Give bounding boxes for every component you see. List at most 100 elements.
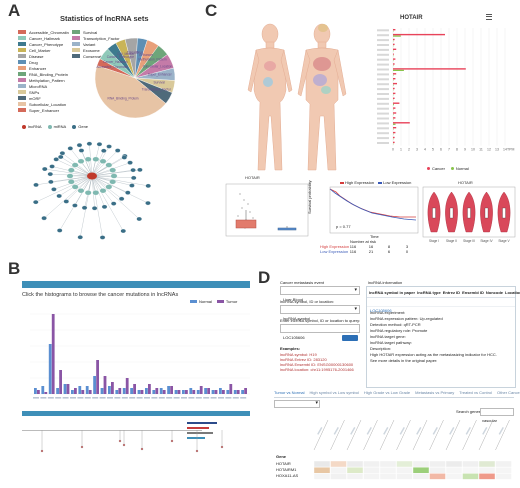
cancer-bar[interactable] (393, 127, 397, 129)
heatmap-cell[interactable] (330, 460, 347, 468)
tumor-bar[interactable] (244, 388, 247, 394)
pie-legend-item[interactable]: RNA_Binding_Protein (18, 71, 69, 77)
gene-node[interactable] (78, 148, 85, 153)
tumor-bar[interactable] (177, 390, 181, 394)
gene-node[interactable] (56, 193, 62, 199)
tumor-bar[interactable] (133, 384, 136, 394)
heatmap-cell[interactable] (445, 460, 463, 468)
gene-node[interactable] (59, 151, 66, 156)
mirna-node[interactable] (66, 173, 74, 179)
gene-node[interactable] (67, 146, 74, 151)
heatmap-cell[interactable] (478, 460, 496, 468)
cancer-bar[interactable] (393, 33, 445, 36)
gene-node[interactable] (121, 155, 128, 160)
tumor-bar[interactable] (236, 390, 240, 394)
cancer-bar[interactable] (393, 87, 395, 90)
gene-node[interactable] (106, 144, 112, 149)
normal-bar[interactable] (115, 390, 119, 394)
pie-legend-item[interactable]: Cell_Marker (18, 47, 69, 53)
gene-node[interactable] (57, 154, 64, 160)
heatmap-cell[interactable] (396, 460, 413, 468)
tumor-bar[interactable] (214, 390, 218, 394)
normal-bar[interactable] (100, 388, 104, 394)
pie-legend-item[interactable]: Drug (18, 59, 69, 65)
mutation-lollipops[interactable] (22, 420, 250, 480)
cancer-bar[interactable] (393, 102, 400, 104)
heatmap-cell[interactable] (363, 467, 380, 474)
gene-node[interactable] (110, 201, 117, 206)
normal-bar[interactable] (71, 390, 74, 394)
cancer-bar[interactable] (393, 92, 396, 95)
normal-bar[interactable] (167, 386, 170, 394)
normal-bar[interactable] (182, 390, 185, 394)
comparison-tab[interactable]: High symbol vs Low symbol (309, 390, 359, 395)
gene-node[interactable] (118, 196, 125, 201)
tumor-bar[interactable] (88, 390, 92, 394)
tumor-bar[interactable] (103, 376, 107, 394)
tumor-bar[interactable] (185, 390, 188, 394)
cancer-bar[interactable] (393, 43, 395, 46)
normal-bar[interactable] (233, 390, 237, 394)
heatmap-cell[interactable] (462, 473, 479, 480)
pie-legend-item[interactable]: Cancer_Hallmark (18, 35, 69, 41)
pie-slice[interactable] (94, 65, 167, 119)
cancer-bar[interactable] (393, 68, 466, 70)
query-input[interactable]: LOC105606 (280, 324, 360, 340)
mirna-node[interactable] (99, 158, 107, 164)
heatmap-cell[interactable] (478, 473, 496, 480)
tumor-bar[interactable] (66, 384, 70, 394)
gene-node[interactable] (96, 142, 103, 147)
heatmap-cell[interactable] (313, 473, 331, 480)
tumor-bar[interactable] (118, 388, 122, 394)
example-item[interactable]: lncRNA Ensembl ID: ENSG00000130600 (280, 362, 354, 367)
pie-legend-item[interactable]: Conservation (72, 53, 120, 59)
gene-node[interactable] (120, 228, 127, 234)
gene-node[interactable] (47, 171, 54, 177)
mirna-node[interactable] (99, 188, 107, 194)
tumor-bar[interactable] (148, 384, 151, 394)
normal-bar[interactable] (189, 388, 193, 394)
mirna-node[interactable] (67, 167, 75, 173)
legend-normal[interactable]: Normal (450, 166, 469, 171)
heatmap-cell[interactable] (379, 467, 397, 474)
normal-bar[interactable] (159, 388, 163, 394)
tumor-bar[interactable] (81, 390, 85, 394)
gene-node[interactable] (51, 187, 57, 192)
tumor-bar[interactable] (207, 388, 210, 394)
heatmap-cell[interactable] (445, 467, 463, 474)
gene-node[interactable] (130, 175, 137, 181)
normal-bar[interactable] (393, 104, 394, 106)
normal-bar[interactable] (122, 388, 126, 394)
gene-node[interactable] (137, 167, 143, 172)
tumor-bar[interactable] (155, 388, 159, 394)
gene-node[interactable] (91, 206, 98, 211)
gene-node[interactable] (77, 235, 83, 240)
tumor-bar[interactable] (51, 314, 55, 394)
pie-legend-item[interactable]: Survival (72, 29, 120, 35)
normal-bar[interactable] (211, 390, 215, 394)
heatmap-cell[interactable] (363, 460, 380, 468)
chart-menu-icon[interactable] (486, 14, 492, 20)
gene-node[interactable] (101, 148, 107, 153)
gene-node[interactable] (72, 203, 78, 208)
comparison-tab[interactable]: High Grade vs Low Grade (363, 390, 411, 395)
heatmap-cell[interactable] (495, 467, 512, 474)
normal-bar[interactable] (145, 388, 148, 394)
gene-node[interactable] (49, 164, 55, 169)
cancer-bar[interactable] (393, 53, 394, 55)
gene-node[interactable] (53, 157, 59, 162)
example-item[interactable]: lncRNA Entrez ID: 283120 (280, 357, 327, 362)
normal-bar[interactable] (130, 388, 133, 394)
normal-bar[interactable] (393, 35, 401, 37)
normal-bar[interactable] (174, 390, 178, 394)
gene-node[interactable] (99, 235, 106, 240)
heatmap-cell[interactable] (462, 467, 479, 474)
gene-node[interactable] (81, 205, 88, 210)
pie-legend-item[interactable]: MicroRNA (18, 83, 69, 89)
cancer-bar[interactable] (393, 141, 395, 144)
normal-bar[interactable] (393, 84, 394, 86)
pie-legend-item[interactable]: SNPs (18, 89, 69, 95)
normal-bar[interactable] (48, 344, 52, 394)
gene-node[interactable] (56, 228, 63, 233)
gene-node[interactable] (130, 167, 136, 173)
